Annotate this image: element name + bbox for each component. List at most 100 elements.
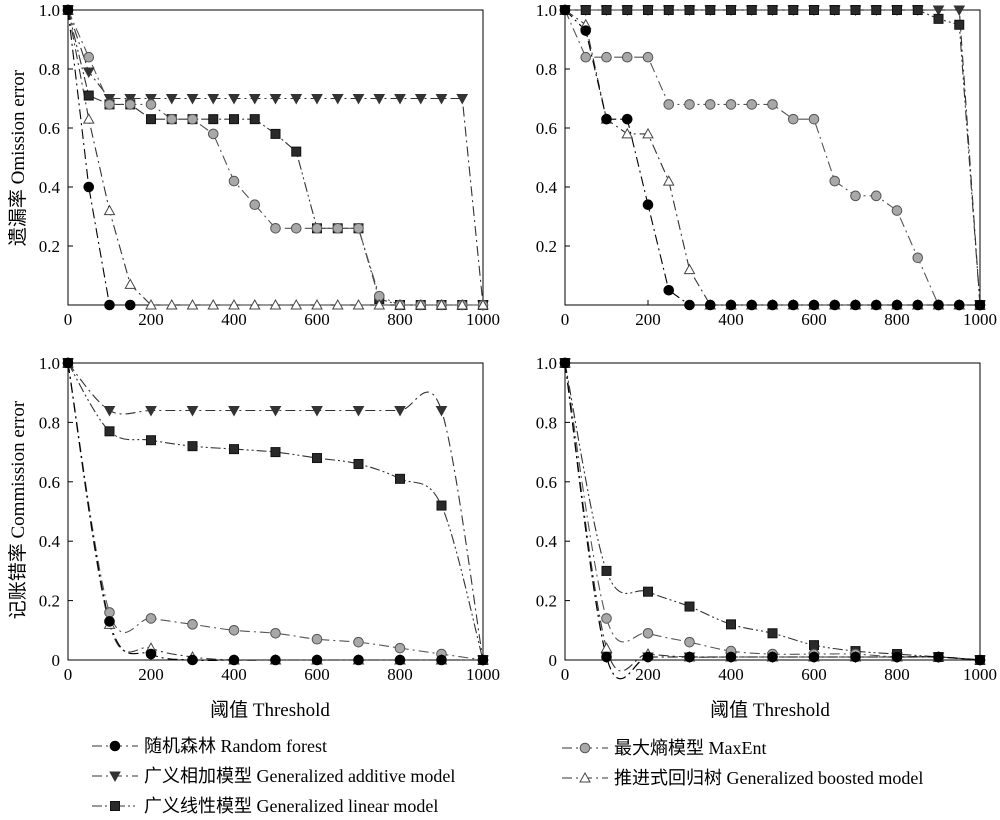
data-point-rf [559,4,571,16]
data-point-glm [580,5,591,15]
panels: 0 200 400 600 800 1000 0.2 0.4 0.6 0.8 1.0 0 200 400 6… [39,1,997,684]
data-point-maxent [187,113,198,125]
data-point-glm [767,628,778,639]
data-point-glm [601,5,612,15]
data-point-maxent [249,199,261,210]
data-point-rf [580,25,592,36]
data-point-gam [456,94,469,105]
x-tick-label: 400 [221,310,247,329]
data-point-maxent [684,99,695,110]
data-point-maxent [767,99,778,110]
data-point-gbm [124,278,137,289]
data-point-gam [269,406,282,417]
data-point-glm [229,114,239,125]
data-point-rf [808,651,820,663]
x-tick-label: 200 [138,665,164,684]
data-point-maxent [83,51,95,63]
data-point-rf [601,113,612,125]
data-point-glm [829,5,840,15]
data-point-gbm [82,113,95,124]
y-tick-label: 1.0 [536,1,557,20]
series-line-gbm [564,362,981,672]
data-point-gam [228,406,240,417]
y-tick-label: 0.4 [536,532,558,551]
series-line-glm [67,362,484,661]
data-point-gam [228,94,240,105]
data-point-rf [187,654,198,666]
data-point-rf [559,357,571,369]
data-point-gam [414,94,427,105]
data-point-rf [933,651,944,663]
data-point-glm [270,447,281,458]
data-point-glm [83,90,94,101]
data-point-gam [394,94,406,105]
series-line-rf [67,9,131,306]
x-tick-label: 600 [801,665,827,684]
data-point-rf [953,299,965,311]
data-point-gam [311,406,323,417]
data-point-gam [269,94,282,105]
legend-marker-gam [109,771,121,783]
data-point-maxent [290,223,302,234]
data-point-rf [83,181,95,193]
y-tick-label: 0.2 [39,237,60,256]
data-point-gam [311,94,323,105]
data-point-maxent [891,205,903,216]
data-point-maxent [270,223,281,234]
data-point-glm [146,435,156,446]
x-tick-label: 200 [635,665,661,684]
data-point-gam [331,94,344,105]
data-point-maxent [353,223,364,234]
data-point-glm [187,441,198,452]
data-point-maxent [725,99,737,110]
y-tick-label: 0.4 [536,178,558,197]
data-point-gbm [145,298,157,310]
data-point-gam [186,406,199,417]
y-tick-label: 1.0 [39,354,60,373]
data-point-gbm [331,298,344,310]
x-tick-label: 200 [635,310,661,329]
y-tick-label: 0.2 [536,237,557,256]
data-point-rf [353,654,364,666]
data-point-gam [103,406,116,417]
y-tick-label: 0.6 [536,473,557,492]
plot-frame [67,9,484,306]
legend-label: 随机森林 Random forest [144,736,327,756]
y-axis-title-top: 遗漏率 Omission error [7,69,29,246]
data-point-maxent [187,619,198,630]
data-point-gbm [662,175,675,186]
x-tick-label: 0 [64,310,73,329]
x-tick-label: 800 [387,310,413,329]
data-point-rf [62,4,74,16]
x-tick-label: 0 [64,665,73,684]
data-point-rf [477,654,489,666]
data-point-rf [787,299,799,311]
data-point-rf [850,299,861,311]
legend-item-gam: 广义相加模型 Generalized additive model [92,766,455,786]
legend-marker-glm [110,801,120,811]
data-point-gam [186,94,199,105]
data-point-maxent [870,190,882,202]
data-point-glm [436,500,447,511]
legend: 随机森林 Random forest 最大熵模型 MaxEnt 广义相加模型 Gen… [92,736,923,816]
data-point-glm [726,619,736,630]
data-point-glm [146,114,156,125]
legend-item-rf: 随机森林 Random forest [92,736,327,756]
legend-item-maxent: 最大熵模型 MaxEnt [562,738,767,758]
data-point-maxent [580,51,592,63]
data-point-glm [788,5,799,15]
data-point-glm [684,601,695,612]
data-point-gam [248,94,261,105]
data-point-gbm [186,298,199,310]
data-point-gbm [477,298,489,310]
data-point-maxent [601,613,612,624]
series-line-maxent [67,9,483,306]
x-tick-label: 400 [718,310,744,329]
data-point-gbm [290,298,303,310]
data-point-gam [290,94,303,105]
data-point-rf [974,654,986,666]
x-tick-label: 0 [561,310,570,329]
x-tick-label: 1000 [963,665,997,684]
data-point-glm [767,5,778,15]
x-tick-label: 800 [884,665,910,684]
